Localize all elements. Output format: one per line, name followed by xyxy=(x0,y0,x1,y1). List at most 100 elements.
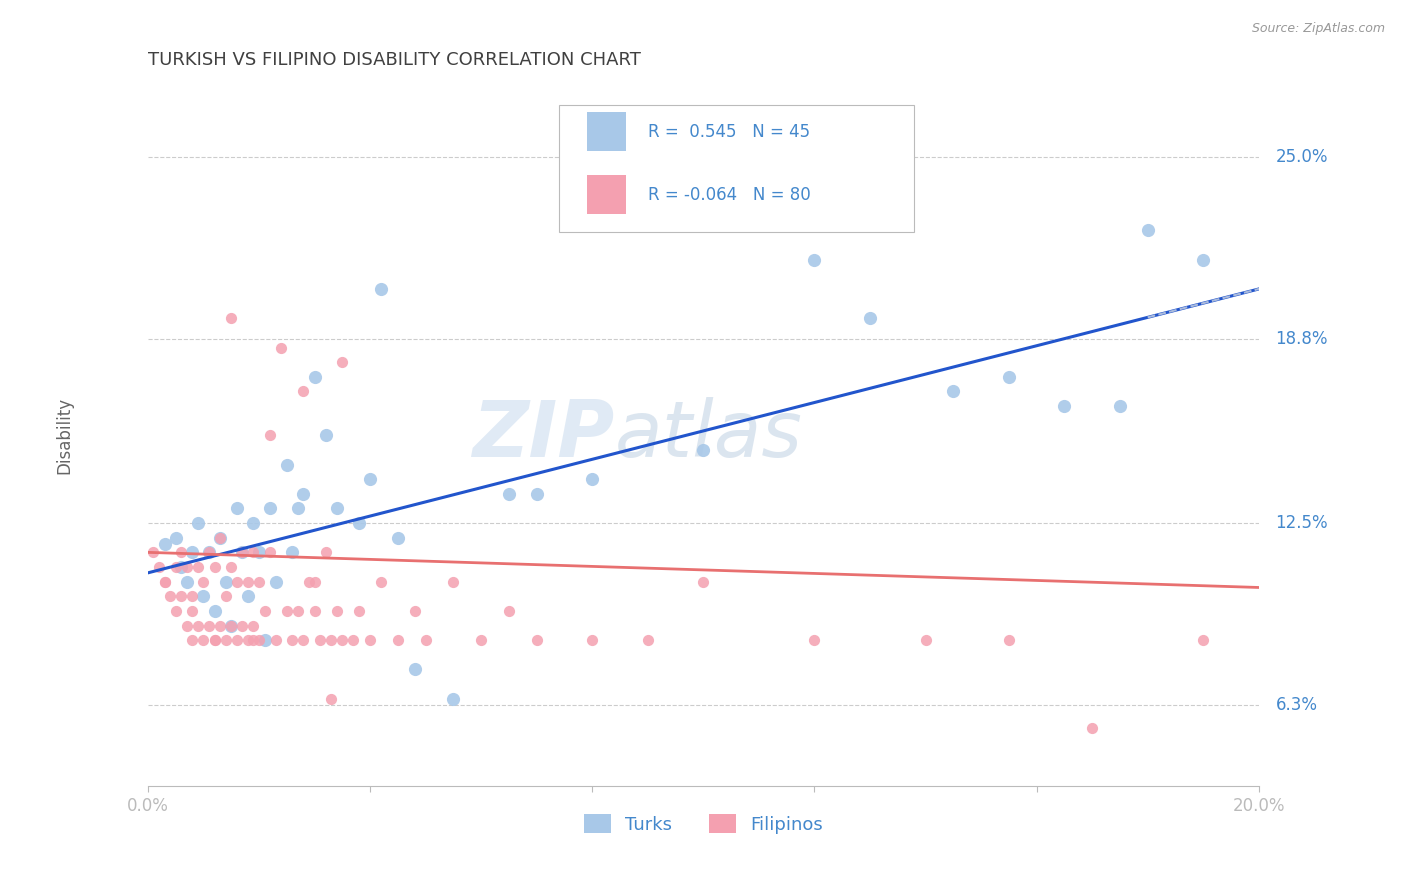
Point xyxy=(236,574,259,589)
Point xyxy=(292,487,315,501)
Point xyxy=(281,545,304,559)
Point xyxy=(470,633,492,648)
Point xyxy=(287,501,309,516)
Point xyxy=(321,691,343,706)
Point xyxy=(998,633,1021,648)
Point xyxy=(231,545,253,559)
Point xyxy=(304,604,326,618)
Point xyxy=(176,560,198,574)
Point xyxy=(264,633,287,648)
Point xyxy=(165,604,187,618)
Point xyxy=(148,560,170,574)
Text: Source: ZipAtlas.com: Source: ZipAtlas.com xyxy=(1251,22,1385,36)
Point xyxy=(204,560,226,574)
Point xyxy=(142,545,165,559)
Point xyxy=(242,633,264,648)
Text: R = -0.064   N = 80: R = -0.064 N = 80 xyxy=(648,186,810,203)
Point xyxy=(581,633,603,648)
Point xyxy=(209,531,232,545)
Point xyxy=(187,560,209,574)
Point xyxy=(242,516,264,530)
Text: 12.5%: 12.5% xyxy=(1275,514,1329,533)
Point xyxy=(259,428,281,442)
Point xyxy=(526,487,548,501)
Point xyxy=(204,633,226,648)
Point xyxy=(259,545,281,559)
Point xyxy=(370,574,392,589)
FancyBboxPatch shape xyxy=(586,112,626,151)
Point xyxy=(215,589,238,603)
Point xyxy=(165,531,187,545)
Point xyxy=(215,633,238,648)
Point xyxy=(441,574,464,589)
Point xyxy=(342,633,364,648)
Point xyxy=(692,574,714,589)
Point xyxy=(165,560,187,574)
Point xyxy=(159,589,181,603)
Point xyxy=(219,311,242,326)
Point xyxy=(225,501,247,516)
Point xyxy=(242,545,264,559)
Point xyxy=(404,604,426,618)
Point xyxy=(415,633,437,648)
Point xyxy=(330,355,353,369)
Point xyxy=(176,618,198,632)
Point xyxy=(298,574,321,589)
Point xyxy=(309,633,332,648)
Point xyxy=(198,618,221,632)
Point xyxy=(247,574,270,589)
Point xyxy=(330,633,353,648)
Point xyxy=(253,633,276,648)
Point xyxy=(170,589,193,603)
Point xyxy=(276,458,298,472)
Point xyxy=(204,633,226,648)
Point xyxy=(998,369,1021,384)
Point xyxy=(153,536,176,550)
Point xyxy=(404,662,426,676)
Point xyxy=(198,545,221,559)
Point xyxy=(176,574,198,589)
Point xyxy=(181,589,204,603)
Point xyxy=(1136,223,1159,237)
Point xyxy=(204,604,226,618)
Point xyxy=(242,618,264,632)
Point xyxy=(1109,399,1132,413)
Point xyxy=(187,618,209,632)
Point xyxy=(247,545,270,559)
Point xyxy=(231,618,253,632)
Point xyxy=(219,618,242,632)
Point xyxy=(387,531,409,545)
Point xyxy=(276,604,298,618)
Point xyxy=(209,531,232,545)
Point xyxy=(370,282,392,296)
Point xyxy=(692,442,714,457)
Point xyxy=(259,501,281,516)
Text: Disability: Disability xyxy=(56,397,73,474)
Point xyxy=(347,516,370,530)
Point xyxy=(359,633,381,648)
FancyBboxPatch shape xyxy=(586,176,626,214)
Point xyxy=(498,604,520,618)
Point xyxy=(526,633,548,648)
Point xyxy=(236,633,259,648)
Point xyxy=(193,589,215,603)
Point xyxy=(225,633,247,648)
Point xyxy=(292,384,315,399)
Point xyxy=(181,545,204,559)
Point xyxy=(1192,252,1215,267)
Point xyxy=(321,633,343,648)
Point xyxy=(181,604,204,618)
Point xyxy=(209,618,232,632)
Text: 25.0%: 25.0% xyxy=(1275,148,1327,166)
Point xyxy=(359,472,381,486)
Point xyxy=(170,545,193,559)
Legend: Turks, Filipinos: Turks, Filipinos xyxy=(583,814,823,834)
Point xyxy=(315,545,337,559)
Point xyxy=(170,560,193,574)
Point xyxy=(187,516,209,530)
Point xyxy=(304,369,326,384)
Point xyxy=(219,560,242,574)
Point xyxy=(292,633,315,648)
Point xyxy=(181,633,204,648)
Point xyxy=(1053,399,1076,413)
